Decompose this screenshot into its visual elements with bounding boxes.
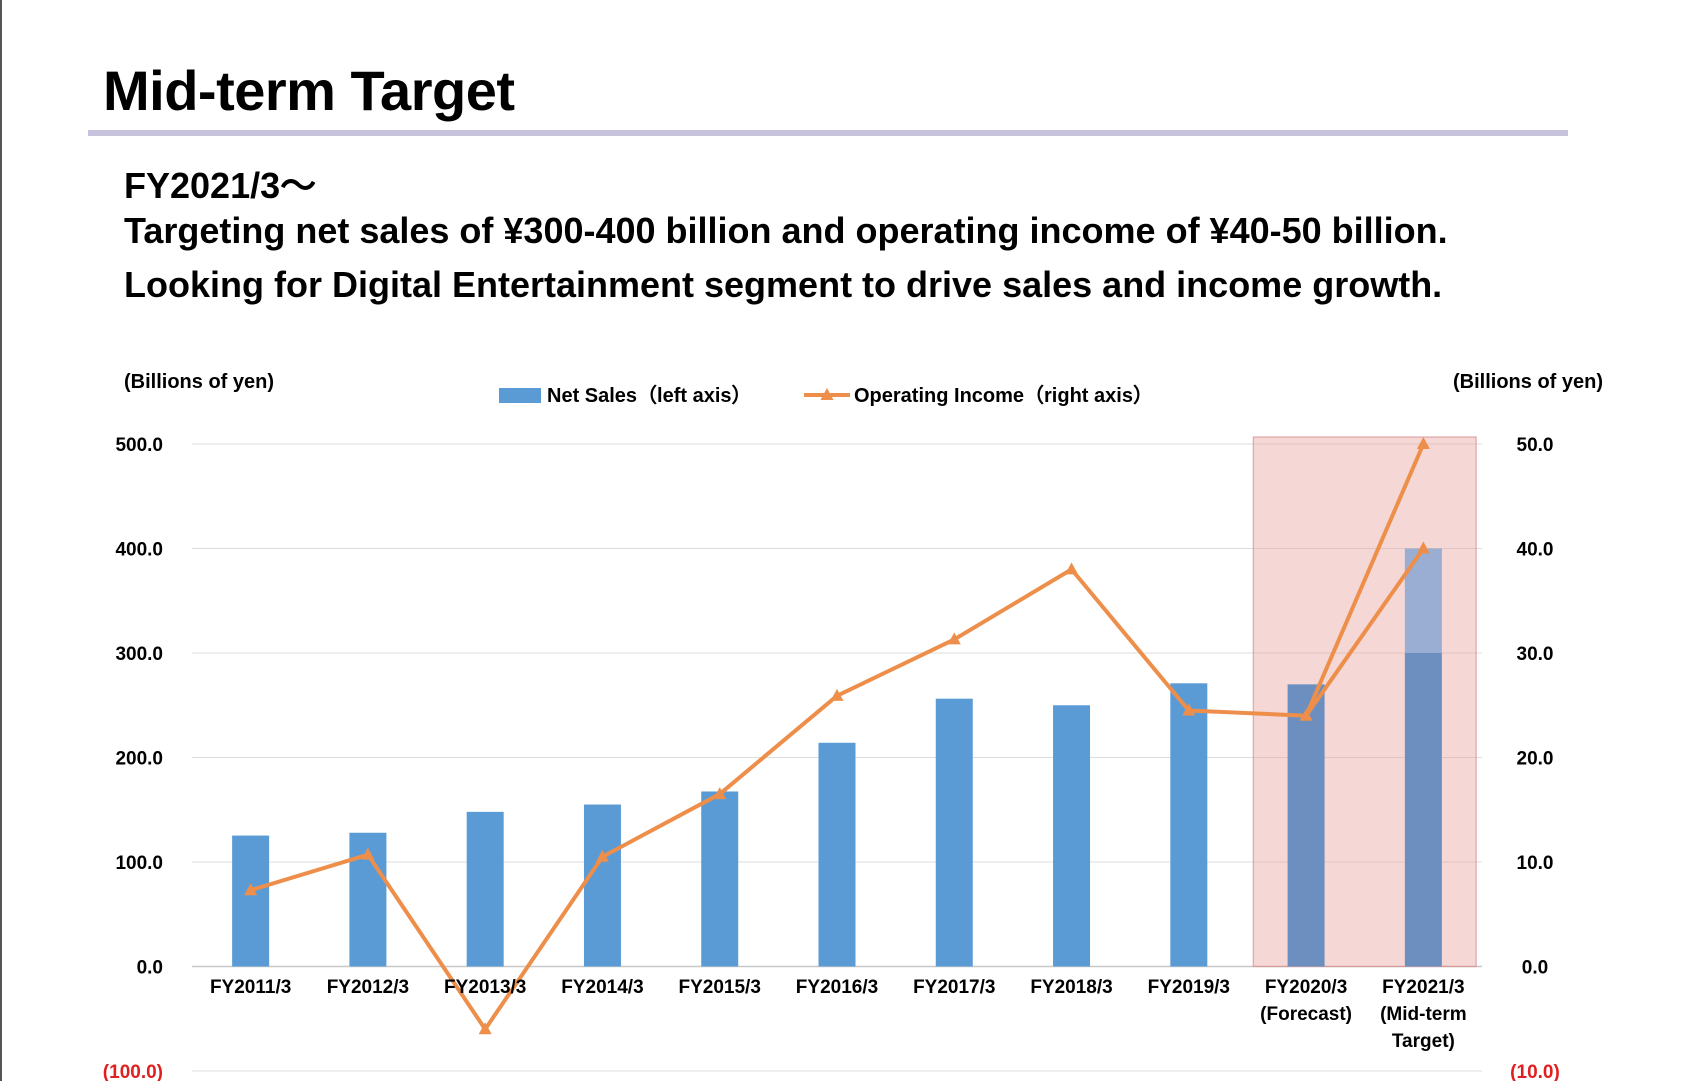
operating-income-point xyxy=(1299,708,1313,721)
category-label: FY2019/3 xyxy=(1148,977,1230,998)
right-axis-tick-label: 20.0 xyxy=(1517,749,1554,770)
category-label: FY2021/3 xyxy=(1382,977,1464,998)
right-axis-tick-label: 10.0 xyxy=(1517,853,1554,874)
left-axis-tick-label: 500.0 xyxy=(115,435,163,456)
category-label: (Forecast) xyxy=(1260,1004,1352,1025)
net-sales-bar xyxy=(466,811,504,967)
left-axis-unit-label: (Billions of yen) xyxy=(124,371,274,393)
category-label: FY2016/3 xyxy=(796,977,878,998)
right-axis-tick-label: 0.0 xyxy=(1522,958,1548,979)
left-axis-tick-label: 300.0 xyxy=(115,644,163,665)
category-label: FY2015/3 xyxy=(679,977,761,998)
slide-left-border xyxy=(0,0,2,1081)
left-axis-tick-label: 200.0 xyxy=(115,749,163,770)
net-sales-bar xyxy=(818,742,856,967)
operating-income-point xyxy=(947,632,961,645)
operating-income-target-line xyxy=(1304,547,1426,717)
net-sales-bar xyxy=(935,698,973,967)
right-axis-tick-label: 50.0 xyxy=(1517,435,1554,456)
operating-income-point xyxy=(713,787,727,800)
operating-income-point xyxy=(1416,437,1430,449)
subtitle-target: Targeting net sales of ¥300-400 billion … xyxy=(124,210,1448,251)
right-axis-unit-label: (Billions of yen) xyxy=(1453,371,1603,393)
operating-income-point xyxy=(361,847,375,860)
operating-income-point xyxy=(1065,562,1079,575)
operating-income-point xyxy=(478,1022,492,1035)
legend-label-net-sales: Net Sales（left axis） xyxy=(547,384,752,407)
operating-income-point xyxy=(244,883,258,896)
left-axis-tick-label: 0.0 xyxy=(137,958,163,979)
net-sales-bar xyxy=(583,804,621,967)
category-label: FY2014/3 xyxy=(561,977,643,998)
operating-income-point xyxy=(595,849,609,862)
category-label: (Mid-term xyxy=(1380,1004,1467,1025)
net-sales-bar xyxy=(701,791,739,967)
net-sales-bar xyxy=(1404,653,1442,967)
title-divider xyxy=(88,130,1568,136)
net-sales-bar xyxy=(1287,684,1325,967)
subtitle-driver: Looking for Digital Entertainment segmen… xyxy=(124,264,1443,305)
right-axis-tick-label: 30.0 xyxy=(1517,644,1554,665)
right-axis-tick-label: (10.0) xyxy=(1510,1062,1560,1081)
category-label: FY2011/3 xyxy=(210,977,291,998)
operating-income-target-point xyxy=(1416,541,1430,554)
legend-label-operating-income: Operating Income（right axis） xyxy=(854,384,1153,407)
legend-swatch-net-sales xyxy=(499,388,541,403)
left-axis-tick-label: 100.0 xyxy=(115,853,163,874)
category-label: FY2020/3 xyxy=(1265,977,1347,998)
operating-income-point xyxy=(1182,703,1196,716)
category-label: FY2017/3 xyxy=(913,977,995,998)
net-sales-bar xyxy=(1053,705,1091,967)
legend-marker-operating-income xyxy=(820,388,834,400)
subtitle-period: FY2021/3～ xyxy=(124,165,317,206)
net-sales-bar xyxy=(232,835,270,967)
left-axis-tick-label: (100.0) xyxy=(103,1062,163,1081)
operating-income-point xyxy=(830,688,844,701)
left-axis-tick-label: 400.0 xyxy=(115,540,163,561)
slide-title: Mid-term Target xyxy=(103,59,515,122)
right-axis-tick-label: 40.0 xyxy=(1517,540,1554,561)
category-label: FY2013/3 xyxy=(444,977,526,998)
category-label: FY2018/3 xyxy=(1030,977,1112,998)
category-label: FY2012/3 xyxy=(327,977,409,998)
net-sales-bar xyxy=(1170,683,1208,967)
highlight-box xyxy=(1252,436,1477,968)
category-label: Target) xyxy=(1392,1031,1455,1052)
